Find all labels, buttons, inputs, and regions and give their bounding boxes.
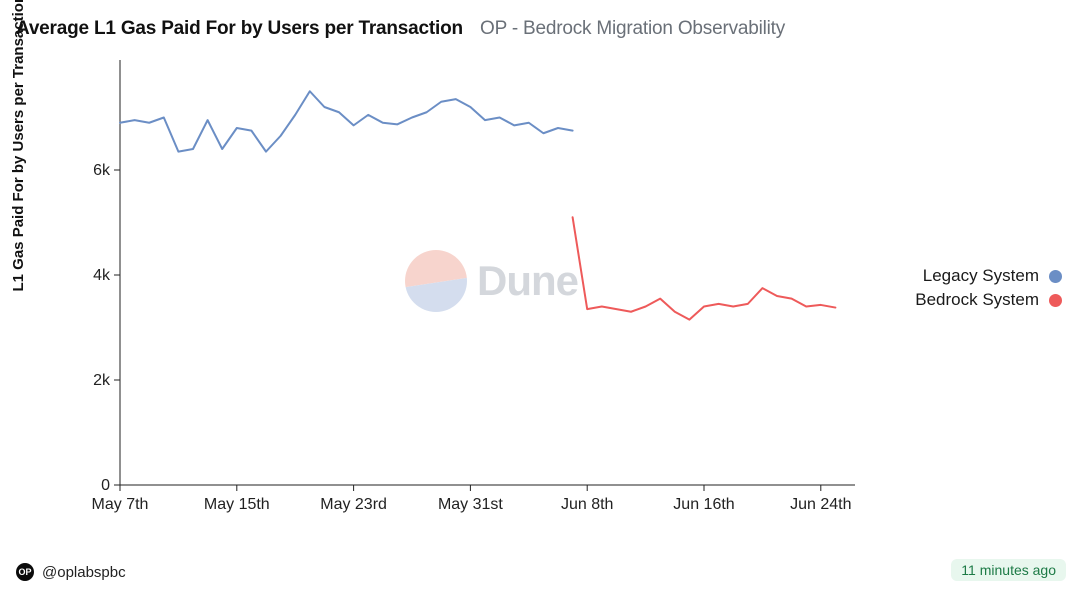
svg-text:Jun 24th: Jun 24th xyxy=(790,496,851,513)
y-axis-label: L1 Gas Paid For by Users per Transaction xyxy=(10,0,27,292)
legend-label: Bedrock System xyxy=(915,290,1039,310)
chart-title: Average L1 Gas Paid For by Users per Tra… xyxy=(16,18,463,39)
svg-text:May 31st: May 31st xyxy=(438,496,503,513)
chart-subtitle: OP - Bedrock Migration Observability xyxy=(480,18,785,39)
time-badge: 11 minutes ago xyxy=(951,559,1066,581)
legend-label: Legacy System xyxy=(923,266,1039,286)
footer: OP @oplabspbc xyxy=(16,563,126,581)
legend-item: Bedrock System xyxy=(915,290,1062,310)
svg-text:4k: 4k xyxy=(93,267,111,284)
author-avatar-icon: OP xyxy=(16,563,34,581)
time-badge-text: 11 minutes ago xyxy=(961,562,1056,578)
svg-text:May 23rd: May 23rd xyxy=(320,496,387,513)
chart-header: Average L1 Gas Paid For by Users per Tra… xyxy=(16,18,785,40)
avatar-initials: OP xyxy=(18,567,31,577)
legend-item: Legacy System xyxy=(915,266,1062,286)
svg-text:May 7th: May 7th xyxy=(92,496,149,513)
legend-dot-icon xyxy=(1049,270,1062,283)
line-chart: 0 2k 4k 6k May 7th May 15th May 23rd May 31st Ju… xyxy=(70,55,860,525)
svg-text:2k: 2k xyxy=(93,372,111,389)
svg-text:0: 0 xyxy=(101,477,110,494)
author-handle[interactable]: @oplabspbc xyxy=(42,564,126,581)
chart-card: { "header": { "title": "Average L1 Gas P… xyxy=(0,0,1080,591)
legend: Legacy System Bedrock System xyxy=(915,262,1062,314)
svg-text:6k: 6k xyxy=(93,162,111,179)
svg-text:Jun 16th: Jun 16th xyxy=(673,496,734,513)
legend-dot-icon xyxy=(1049,294,1062,307)
svg-text:Jun 8th: Jun 8th xyxy=(561,496,613,513)
svg-text:May 15th: May 15th xyxy=(204,496,270,513)
